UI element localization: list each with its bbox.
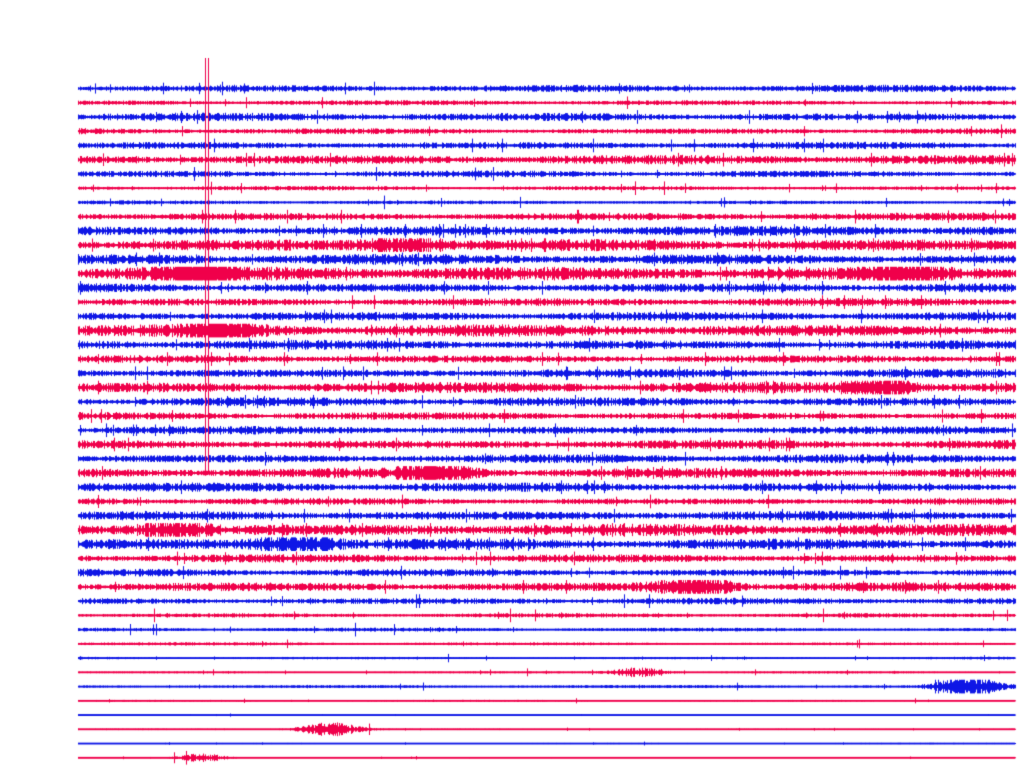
helicorder-page: 1Y Kephalas 2024-11-24 Applied filter: W… [0,0,1024,780]
seismogram-trace-canvas [0,0,1024,780]
